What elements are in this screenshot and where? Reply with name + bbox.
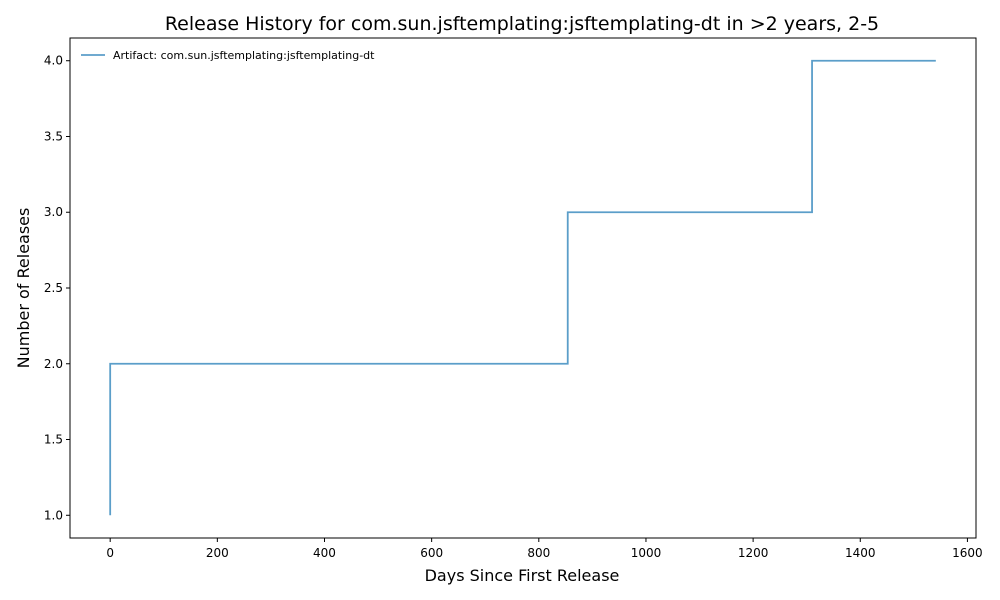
x-tick-label: 1400 [845,546,876,560]
x-tick-label: 0 [106,546,114,560]
series-line-1 [109,59,936,516]
x-tick-label: 800 [527,546,550,560]
y-tick-label: 1.0 [44,508,63,522]
x-tick-label: 1000 [631,546,662,560]
x-tick-label: 200 [206,546,229,560]
x-tick-label: 400 [313,546,336,560]
y-tick-label: 3.5 [44,129,63,143]
y-axis-title: Number of Releases [14,208,33,369]
x-tick-label: 600 [420,546,443,560]
y-tick-label: 4.0 [44,54,63,68]
x-tick-label: 1200 [738,546,769,560]
legend-label: Artifact: com.sun.jsftemplating:jsftempl… [113,49,375,62]
x-axis-title: Days Since First Release [425,566,620,585]
plot-area: Artifact: com.sun.jsftemplating:jsftempl… [44,37,983,560]
y-tick-label: 2.5 [44,281,63,295]
legend: Artifact: com.sun.jsftemplating:jsftempl… [81,49,375,62]
y-tick-label: 2.0 [44,357,63,371]
chart-title: Release History for com.sun.jsftemplatin… [165,13,879,35]
y-tick-label: 3.0 [44,205,63,219]
y-tick-label: 1.5 [44,433,63,447]
x-tick-label: 1600 [952,546,983,560]
plot-frame [69,37,977,539]
